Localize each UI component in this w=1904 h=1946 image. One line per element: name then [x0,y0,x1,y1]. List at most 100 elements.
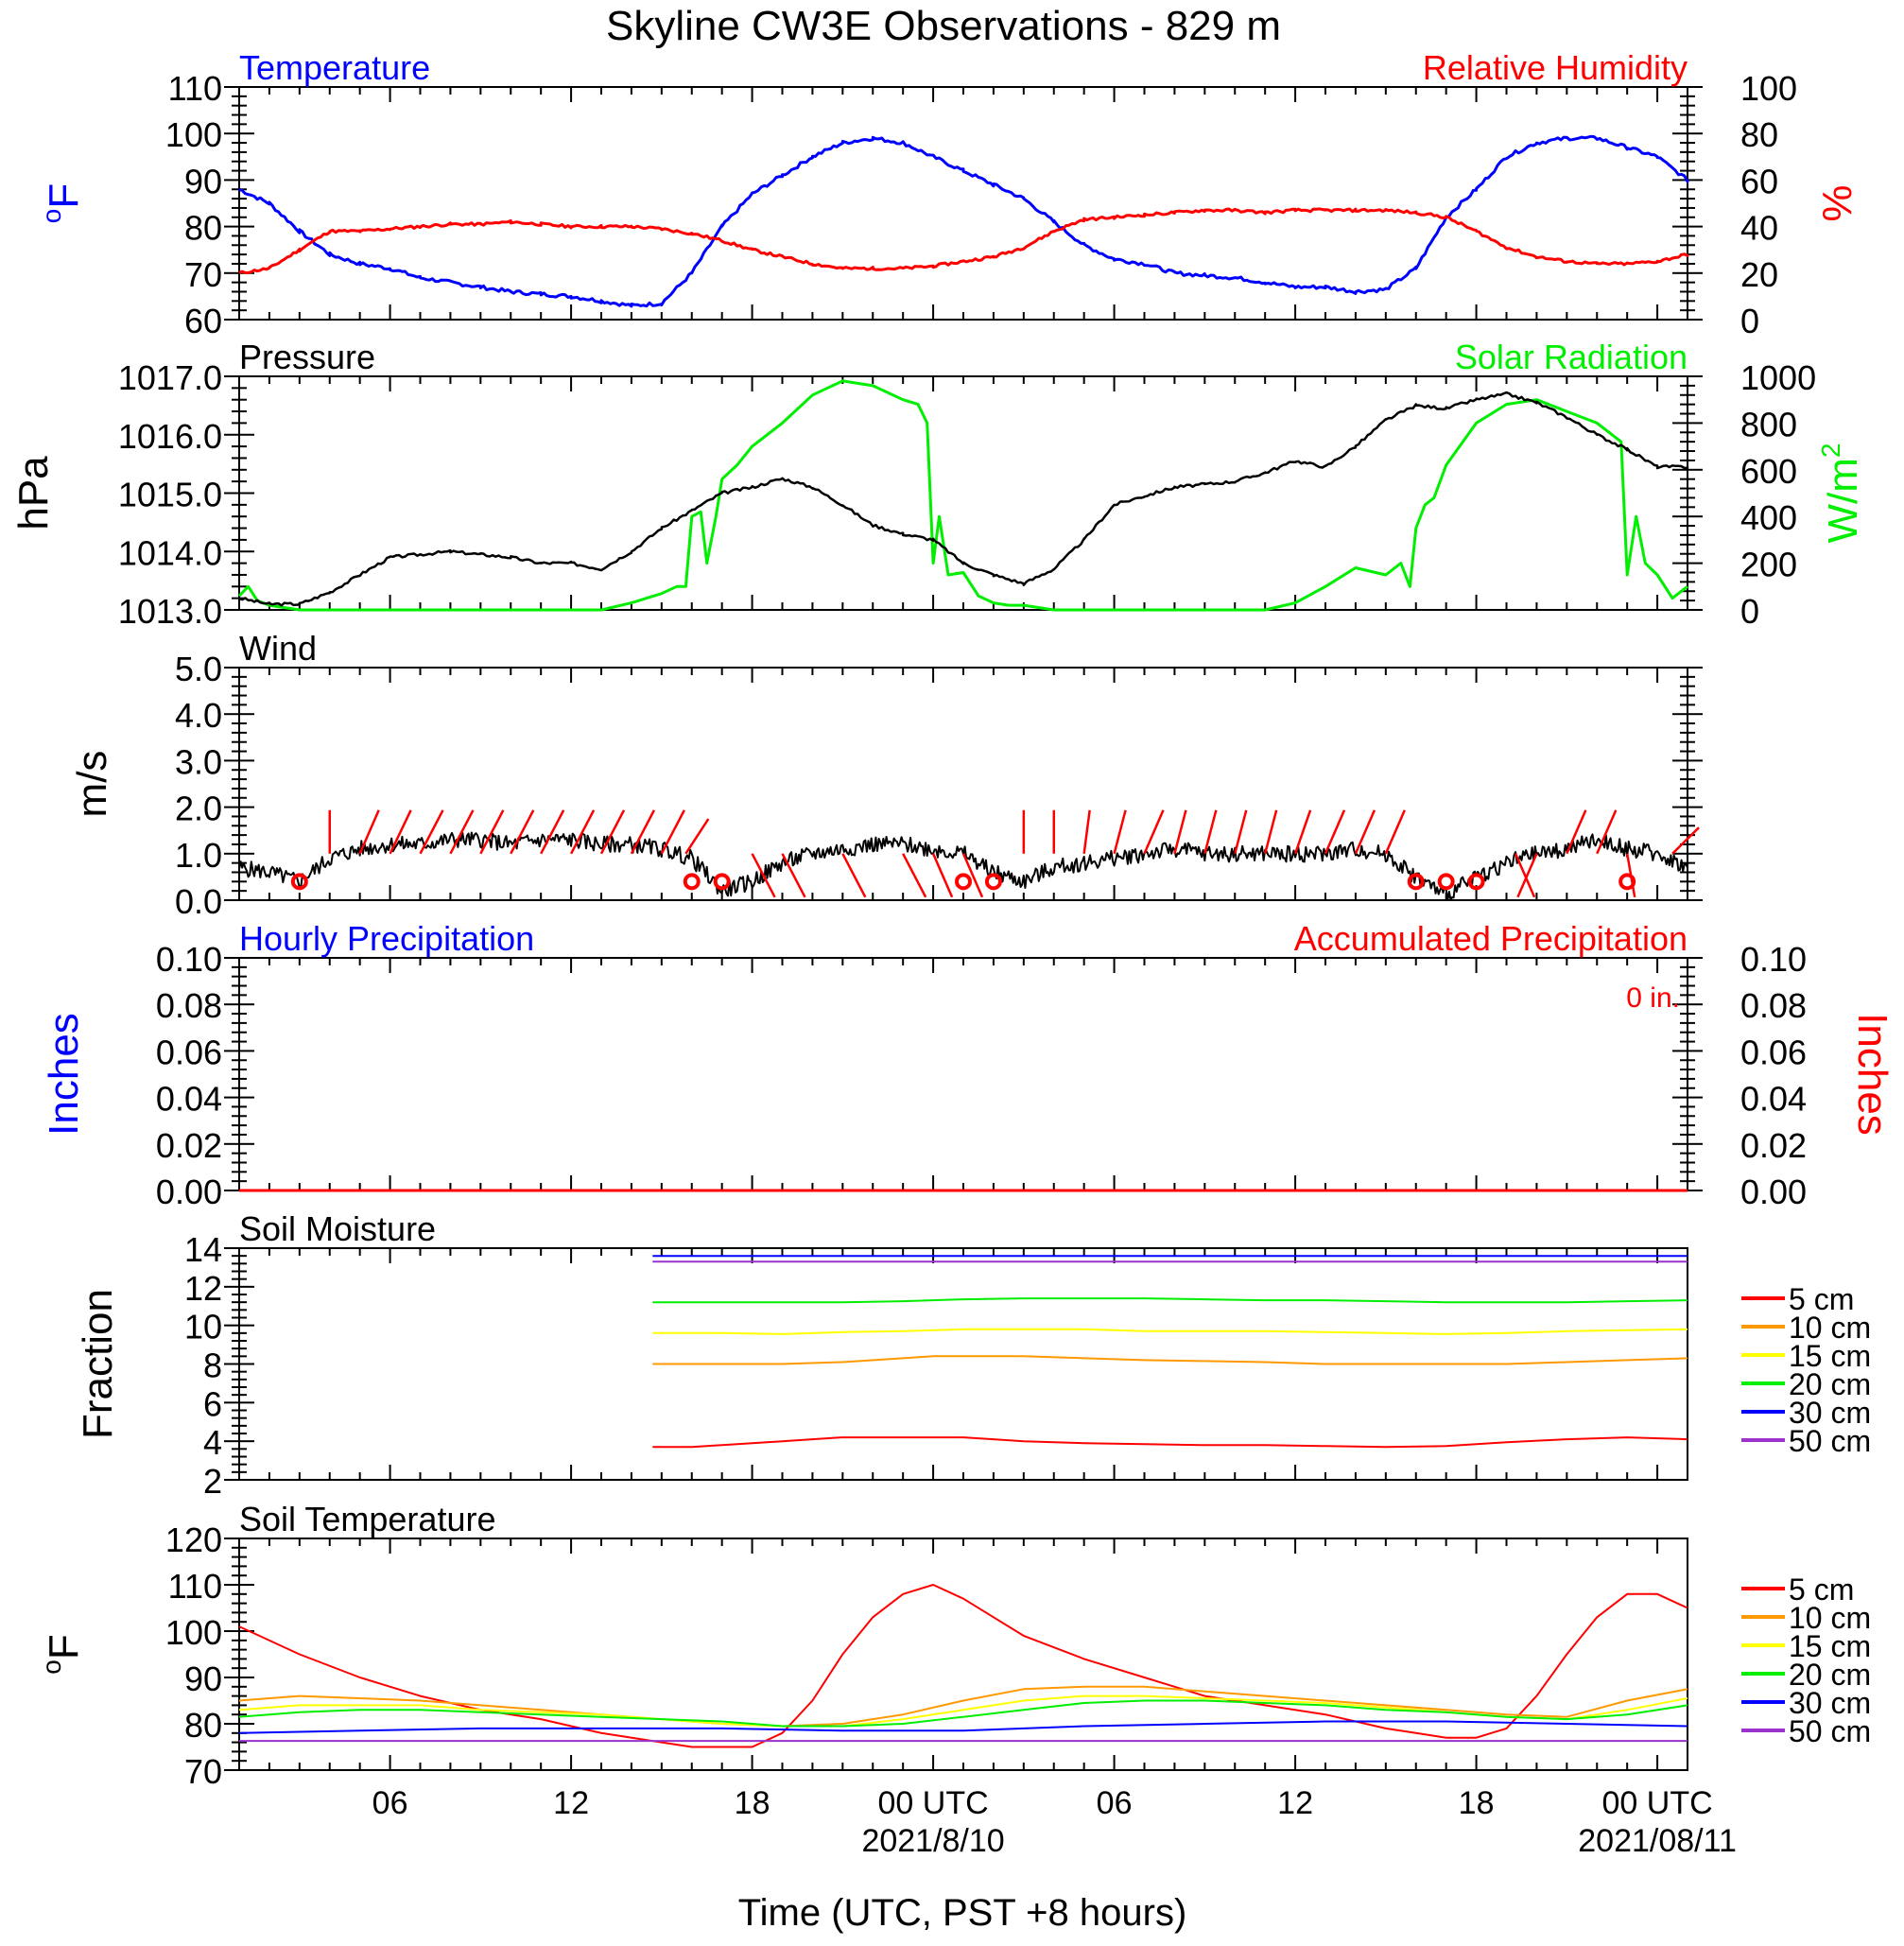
wind-barb [1354,809,1376,855]
wind-barb [1566,809,1587,855]
pres-left-axis-tick-label: 1016.0 [118,417,222,456]
time-tick-label: 00 UTC [1602,1785,1713,1821]
temp-left-ylabel: oF [37,183,87,223]
sm-left-axis-tick-label: 8 [203,1347,222,1385]
temp-right-axis-tick-label: 60 [1740,162,1778,200]
figure-title: Skyline CW3E Observations - 829 m [606,3,1281,49]
precip-right-axis-tick-label: 0.02 [1740,1126,1807,1165]
temp-left-ylabel-base: F [41,183,87,209]
sm-left-axis-tick-label: 4 [203,1423,222,1462]
precip-frame [238,957,1688,1191]
st-ylabel-sup: o [37,1659,66,1675]
time-tick-label: 00 UTC [878,1785,989,1821]
sm-left-axis-tick-label: 12 [184,1269,222,1308]
st-frame [238,1538,1688,1771]
pres-right-axis-tick-label: 600 [1740,452,1797,491]
st-left-axis-tick-label: 90 [184,1659,222,1698]
pres-right-axis-tick-label: 200 [1740,546,1797,584]
precip-total-label: 0 in. [1626,982,1680,1014]
temp-right-title: Relative Humidity [1423,48,1688,87]
soil-moisture-line-0 [652,1436,1688,1449]
precip-left-title: Hourly Precipitation [239,919,534,958]
x-axis-label: Time (UTC, PST +8 hours) [738,1892,1187,1934]
sm-left-axis-tick-label: 2 [203,1462,222,1501]
precip-right-axis-tick-label: 0.06 [1740,1033,1807,1071]
precip-right-title: Accumulated Precipitation [1294,919,1688,958]
wind-barb [479,809,505,855]
wind-barb [630,809,656,855]
precip-right-axis-tick-label: 0.00 [1740,1173,1807,1211]
wind-barb [1263,809,1278,855]
wind-barb [1234,809,1248,855]
soil-temp-line-3 [238,1699,1688,1728]
calm-marker [984,873,1002,891]
precip-right-axis-tick-label: 0.04 [1740,1080,1807,1119]
wind-barb [1596,809,1618,855]
wind-barb [1113,809,1127,855]
pres-right-ylabel: W/m2 [1816,443,1866,544]
humidity-line [238,207,1689,274]
st-legend-label: 50 cm [1789,1714,1871,1748]
temp-right-axis-tick-label: 20 [1740,255,1778,294]
wind-barb [660,809,685,855]
temp-left-axis-tick-label: 90 [184,162,222,200]
wind-barb [358,809,380,855]
panel-pressure-solar: 1013.0 1014.0 1015.0 1016.0 1017.0 0 200 400 600… [10,338,1866,631]
st-legend-label: 10 cm [1789,1601,1871,1635]
precip-left-axis-tick-label: 0.10 [156,940,222,979]
sm-title: Soil Moisture [239,1209,436,1248]
time-tick-label: 06 [372,1785,408,1821]
wind-barb [841,853,867,898]
sm-left-axis-tick-label: 6 [203,1384,222,1423]
wind-barb [1516,853,1538,898]
sm-legend-label: 50 cm [1789,1424,1871,1458]
wind-barb [449,809,475,855]
pres-right-axis-tick-label: 0 [1740,592,1759,631]
sm-legend-label: 5 cm [1789,1282,1854,1316]
precip-left-axis-tick-label: 0.06 [156,1033,222,1071]
st-ylabel-base: F [41,1634,87,1659]
pres-right-axis-tick-label: 800 [1740,405,1797,443]
st-legend-label: 30 cm [1789,1686,1871,1720]
calm-marker [1467,873,1485,891]
wind-left-axis-tick-label: 2.0 [175,790,222,828]
calm-marker [1437,873,1455,891]
panel-precipitation: 0.00 0.02 0.04 0.06 0.08 0.10 0.00 0.02 0.04 0.06… [41,919,1895,1211]
temp-left-title: Temperature [239,48,430,87]
soil-moisture-line-3 [652,1297,1688,1304]
wind-title: Wind [239,629,317,668]
temp-right-axis-tick-label: 100 [1740,69,1797,108]
soil-temp-line-1 [238,1685,1688,1728]
wind-barb [1514,853,1536,898]
time-tick-label: 18 [735,1785,770,1821]
temp-left-axis-tick-label: 110 [168,69,222,108]
wind-barb [599,809,626,855]
calm-marker [290,873,308,891]
temp-left-axis-tick-label: 70 [184,255,222,294]
sm-legend-label: 10 cm [1789,1311,1871,1345]
solar-radiation-line [237,379,1688,612]
pres-left-ylabel: hPa [10,456,57,530]
wind-left-axis-tick-label: 0.0 [175,882,222,921]
temp-right-axis-tick-label: 0 [1740,302,1759,340]
temp-right-axis-tick-label: 80 [1740,115,1778,154]
temp-left-axis-tick-label: 60 [184,302,222,340]
sm-legend-label: 20 cm [1789,1367,1871,1401]
wind-barb [569,809,596,855]
wind-barb [684,818,710,855]
precip-right-axis-tick-label: 0.10 [1740,940,1807,979]
temp-left-axis-tick-label: 100 [165,115,222,154]
soil-temp-line-4 [238,1720,1688,1734]
sm-left-axis-tick-label: 10 [184,1308,222,1347]
wind-left-axis-tick-label: 4.0 [175,696,222,735]
wind-left-axis-tick-label: 1.0 [175,836,222,875]
wind-barb [510,809,535,855]
pres-left-title: Pressure [239,338,375,376]
sm-legend-label: 15 cm [1789,1339,1871,1373]
wind-barb [389,809,412,855]
calm-marker [1407,873,1425,891]
wind-left-axis-tick-label: 3.0 [175,742,222,781]
pres-left-axis-tick-label: 1015.0 [118,476,222,514]
